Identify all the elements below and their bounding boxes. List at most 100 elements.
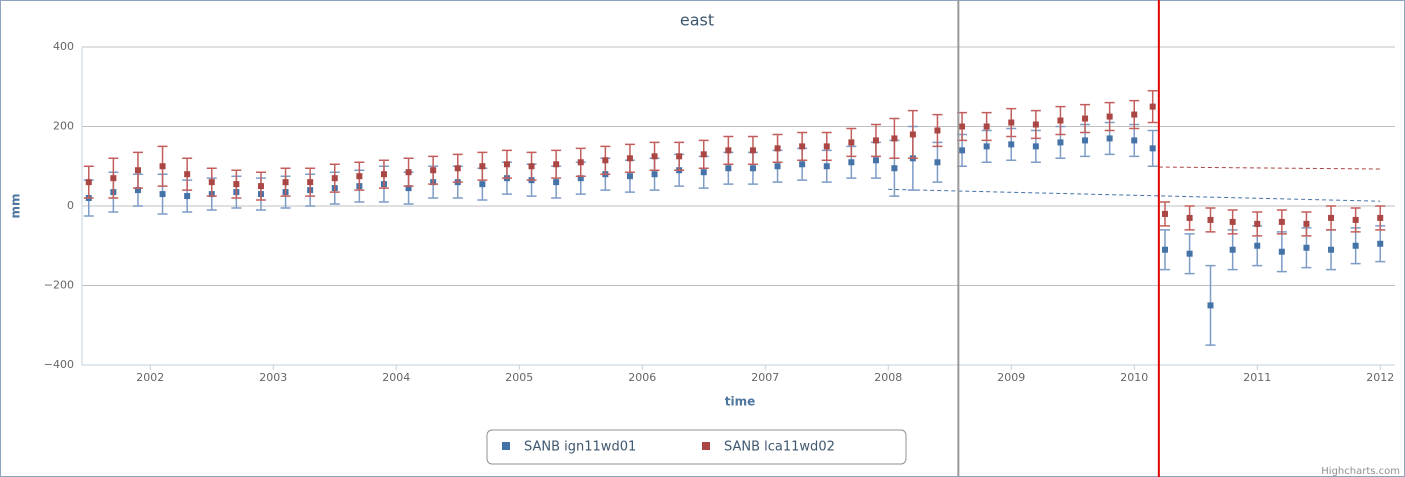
marker: [454, 165, 461, 172]
marker: [700, 169, 707, 176]
marker: [1149, 145, 1156, 152]
credits: Highcharts.com: [1321, 466, 1400, 477]
y-tick-label: 400: [53, 40, 74, 53]
marker: [553, 161, 560, 168]
marker: [983, 143, 990, 150]
marker: [749, 147, 756, 154]
y-tick-label: −200: [44, 279, 74, 292]
marker: [134, 167, 141, 174]
marker: [85, 179, 92, 186]
marker: [891, 135, 898, 142]
marker: [823, 163, 830, 170]
marker: [1149, 103, 1156, 110]
x-tick-label: 2003: [259, 371, 287, 384]
marker: [331, 175, 338, 182]
series-group: [83, 89, 1386, 237]
marker: [1229, 218, 1236, 225]
x-tick-label: 2012: [1366, 371, 1394, 384]
marker: [1082, 115, 1089, 122]
marker: [1057, 117, 1064, 124]
marker: [1303, 244, 1310, 251]
marker: [1328, 246, 1335, 253]
marker: [1161, 210, 1168, 217]
marker: [405, 169, 412, 176]
marker: [1229, 246, 1236, 253]
marker: [479, 163, 486, 170]
marker: [1352, 242, 1359, 249]
x-tick-label: 2007: [751, 371, 779, 384]
legend-label[interactable]: SANB lca11wd02: [724, 440, 835, 455]
x-tick-label: 2008: [874, 371, 902, 384]
marker: [159, 163, 166, 170]
legend-symbol: [702, 442, 710, 450]
marker: [848, 139, 855, 146]
marker: [208, 179, 215, 186]
trend-line: [1158, 166, 1381, 170]
marker: [405, 185, 412, 192]
marker: [749, 165, 756, 172]
x-tick-label: 2005: [505, 371, 533, 384]
x-tick-label: 2009: [997, 371, 1025, 384]
marker: [872, 137, 879, 144]
marker: [725, 165, 732, 172]
marker: [430, 167, 437, 174]
y-tick-label: 0: [67, 199, 74, 212]
marker: [110, 175, 117, 182]
marker: [1106, 135, 1113, 142]
marker: [1303, 220, 1310, 227]
marker: [1161, 246, 1168, 253]
marker: [1032, 121, 1039, 128]
marker: [626, 155, 633, 162]
x-axis-label: time: [725, 395, 756, 409]
marker: [503, 161, 510, 168]
marker: [1328, 214, 1335, 221]
marker: [1377, 214, 1384, 221]
marker: [577, 175, 584, 182]
marker: [799, 143, 806, 150]
marker: [799, 161, 806, 168]
x-tick-label: 2011: [1243, 371, 1271, 384]
marker: [282, 179, 289, 186]
marker: [1352, 216, 1359, 223]
marker: [1008, 141, 1015, 148]
legend-label[interactable]: SANB ign11wd01: [524, 440, 636, 455]
marker: [848, 159, 855, 166]
marker: [1057, 139, 1064, 146]
marker: [184, 171, 191, 178]
y-axis-label: mm: [9, 193, 23, 218]
marker: [553, 179, 560, 186]
marker: [1186, 250, 1193, 257]
marker: [700, 151, 707, 158]
marker: [1254, 220, 1261, 227]
marker: [1278, 248, 1285, 255]
trend-line: [888, 188, 1381, 202]
marker: [725, 147, 732, 154]
marker: [823, 143, 830, 150]
marker: [959, 147, 966, 154]
marker: [1032, 143, 1039, 150]
marker: [1186, 214, 1193, 221]
legend-symbol: [502, 442, 510, 450]
marker: [909, 131, 916, 138]
x-tick-label: 2002: [136, 371, 164, 384]
marker: [1377, 240, 1384, 247]
marker: [1207, 216, 1214, 223]
marker: [1207, 302, 1214, 309]
marker: [233, 181, 240, 188]
marker: [159, 191, 166, 198]
marker: [891, 165, 898, 172]
marker: [1254, 242, 1261, 249]
marker: [872, 157, 879, 164]
marker: [257, 183, 264, 190]
legend-box: [486, 429, 907, 465]
marker: [774, 163, 781, 170]
marker: [479, 181, 486, 188]
marker: [528, 163, 535, 170]
x-tick-label: 2006: [628, 371, 656, 384]
marker: [577, 159, 584, 166]
x-tick-label: 2010: [1120, 371, 1148, 384]
marker: [602, 157, 609, 164]
marker: [626, 173, 633, 180]
